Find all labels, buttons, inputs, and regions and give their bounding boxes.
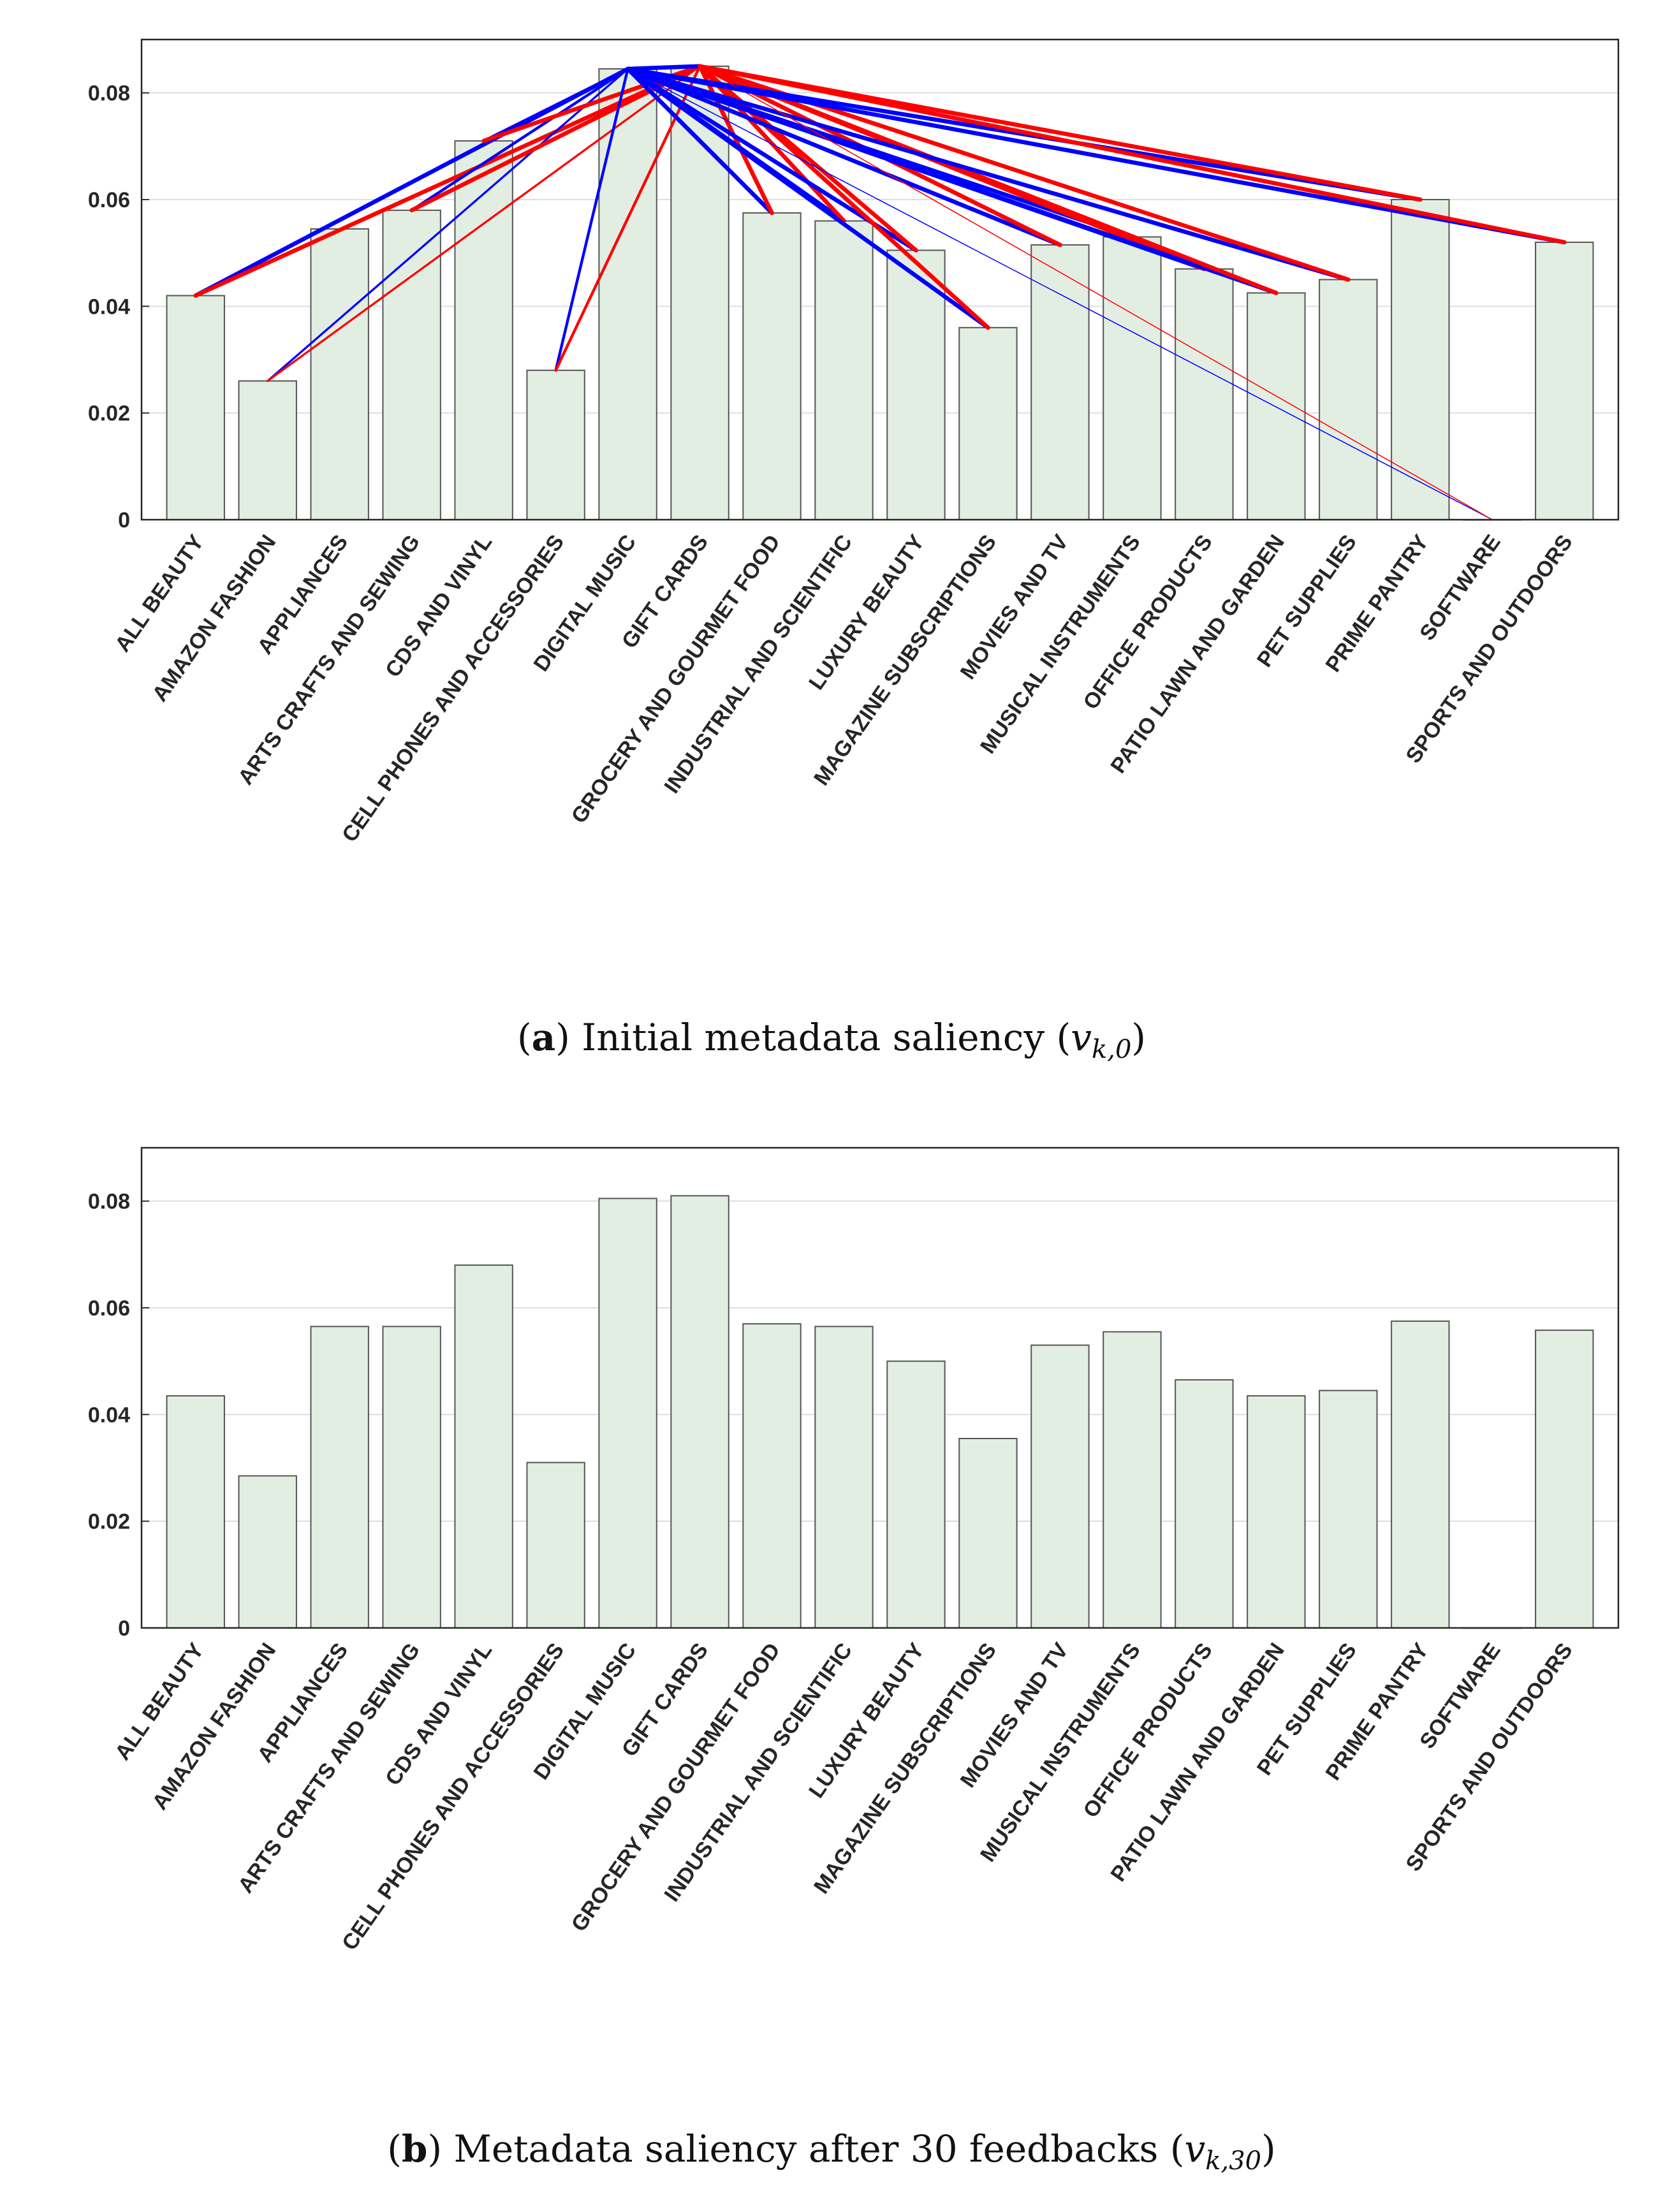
saliency-link: [554, 67, 629, 372]
bar-prime-pantry: [1391, 1320, 1450, 1629]
saliency-link: [698, 64, 774, 216]
x-tick-label: OFFICE PRODUCTS: [1078, 531, 1217, 714]
bar-digital-music: [598, 68, 657, 521]
saliency-link: [699, 66, 1493, 520]
y-tick-label: 0.06: [88, 188, 130, 212]
saliency-link: [482, 67, 629, 143]
bar-luxury-beauty: [886, 249, 946, 520]
bar-sports-and-outdoors: [1535, 1329, 1594, 1629]
y-tick-label: 0.02: [88, 1510, 130, 1534]
bar-amazon-fashion: [238, 380, 297, 521]
axes-box: [140, 38, 1620, 521]
saliency-link: [267, 65, 701, 383]
axes-box: [140, 1146, 1620, 1629]
saliency-link: [193, 64, 702, 298]
bar-pet-supplies: [1319, 279, 1378, 520]
bar-arts-crafts-and-sewing: [382, 1326, 441, 1629]
saliency-link: [626, 66, 990, 330]
y-tick-label: 0.04: [88, 295, 130, 319]
bar-gift-cards: [670, 1195, 729, 1629]
bar-musical-instruments: [1103, 236, 1162, 520]
x-tick-label: AMAZON FASHION: [147, 531, 281, 707]
y-tick-label: 0: [118, 508, 130, 532]
bar-amazon-fashion: [238, 1475, 297, 1629]
saliency-link: [410, 67, 629, 212]
saliency-link: [626, 66, 774, 216]
bar-grocery-and-gourmet-food: [742, 212, 802, 520]
bar-all-beauty: [166, 295, 225, 520]
panel-a-caption: (a) Initial metadata saliency (vk,0): [517, 1016, 1146, 1064]
x-tick-label: OFFICE PRODUCTS: [1078, 1639, 1217, 1822]
y-tick-label: 0: [118, 1616, 130, 1641]
bar-industrial-and-scientific: [814, 220, 874, 520]
saliency-link: [193, 66, 630, 298]
saliency-link: [267, 68, 629, 383]
bar-magazine-subscriptions: [958, 326, 1018, 520]
y-tick-label: 0.08: [88, 82, 130, 106]
y-tick-label: 0.02: [88, 402, 130, 426]
bar-digital-music: [598, 1198, 657, 1629]
bar-sports-and-outdoors: [1535, 241, 1594, 520]
bar-pet-supplies: [1319, 1389, 1378, 1629]
bar-cds-and-vinyl: [454, 140, 513, 520]
bar-cell-phones-and-accessories: [526, 369, 585, 520]
saliency-link: [626, 66, 1062, 247]
saliency-link: [627, 68, 1493, 520]
saliency-link: [626, 66, 1351, 282]
x-tick-label: AMAZON FASHION: [147, 1639, 281, 1815]
saliency-link: [626, 64, 702, 71]
bar-patio-lawn-and-garden: [1247, 1395, 1306, 1629]
y-tick-label: 0.04: [88, 1403, 130, 1427]
bar-magazine-subscriptions: [958, 1437, 1018, 1629]
saliency-link: [626, 66, 1278, 295]
bar-appliances: [310, 1326, 369, 1629]
saliency-link: [626, 66, 1567, 245]
bar-office-products: [1175, 268, 1234, 520]
bar-movies-and-tv: [1030, 1344, 1090, 1629]
bar-patio-lawn-and-garden: [1247, 292, 1306, 520]
bar-appliances: [310, 228, 369, 520]
bar-all-beauty: [166, 1395, 225, 1629]
bar-cds-and-vinyl: [454, 1264, 513, 1629]
bar-musical-instruments: [1103, 1331, 1162, 1629]
saliency-link: [698, 64, 1423, 202]
bar-luxury-beauty: [886, 1360, 946, 1629]
bar-movies-and-tv: [1030, 244, 1090, 520]
bar-cell-phones-and-accessories: [526, 1461, 585, 1629]
y-tick-label: 0.06: [88, 1296, 130, 1321]
bar-industrial-and-scientific: [814, 1326, 874, 1629]
y-tick-label: 0.08: [88, 1190, 130, 1214]
bar-grocery-and-gourmet-food: [742, 1323, 802, 1629]
saliency-link: [698, 64, 1278, 295]
panel-b-caption: (b) Metadata saliency after 30 feedbacks…: [387, 2127, 1276, 2176]
bar-office-products: [1175, 1379, 1234, 1629]
saliency-link: [698, 64, 1567, 245]
